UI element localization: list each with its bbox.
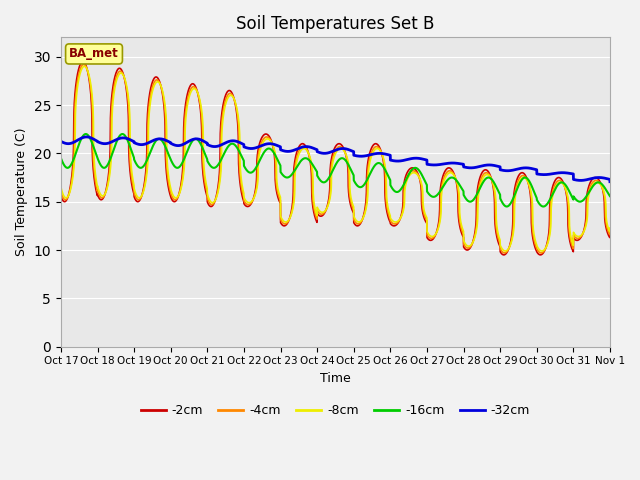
Line: -16cm: -16cm bbox=[61, 134, 610, 206]
-4cm bbox=[606, 228, 614, 234]
Line: -4cm: -4cm bbox=[61, 64, 610, 253]
-2cm bbox=[606, 230, 614, 236]
-4cm bbox=[80, 61, 88, 67]
Y-axis label: Soil Temperature (C): Soil Temperature (C) bbox=[15, 128, 28, 256]
-8cm bbox=[211, 199, 218, 204]
-4cm bbox=[554, 178, 562, 184]
-8cm bbox=[175, 192, 182, 198]
-8cm bbox=[81, 63, 88, 69]
-32cm bbox=[389, 158, 397, 164]
-2cm bbox=[79, 59, 86, 64]
Legend: -2cm, -4cm, -8cm, -16cm, -32cm: -2cm, -4cm, -8cm, -16cm, -32cm bbox=[136, 399, 535, 422]
-16cm bbox=[540, 204, 547, 209]
-32cm bbox=[57, 138, 65, 144]
X-axis label: Time: Time bbox=[320, 372, 351, 385]
-2cm bbox=[175, 192, 182, 198]
-16cm bbox=[606, 193, 614, 199]
-32cm bbox=[175, 143, 182, 148]
-2cm bbox=[399, 205, 406, 211]
-32cm bbox=[554, 170, 562, 176]
-16cm bbox=[606, 193, 614, 199]
-8cm bbox=[502, 248, 509, 254]
-8cm bbox=[606, 225, 614, 231]
-32cm bbox=[606, 179, 614, 185]
-2cm bbox=[554, 175, 562, 180]
-16cm bbox=[118, 131, 126, 137]
-8cm bbox=[389, 218, 397, 224]
Title: Soil Temperatures Set B: Soil Temperatures Set B bbox=[236, 15, 435, 33]
-16cm bbox=[389, 187, 397, 192]
-8cm bbox=[554, 180, 562, 186]
-8cm bbox=[606, 229, 614, 235]
-2cm bbox=[536, 252, 544, 258]
Line: -32cm: -32cm bbox=[61, 137, 610, 182]
-4cm bbox=[175, 192, 182, 198]
-8cm bbox=[57, 184, 65, 190]
-16cm bbox=[399, 184, 406, 190]
-16cm bbox=[175, 165, 182, 170]
-4cm bbox=[211, 199, 218, 205]
-32cm bbox=[606, 177, 614, 182]
-32cm bbox=[211, 144, 218, 149]
-2cm bbox=[211, 200, 218, 205]
-2cm bbox=[389, 223, 397, 228]
-4cm bbox=[389, 221, 397, 227]
-2cm bbox=[606, 235, 614, 240]
-4cm bbox=[500, 250, 508, 256]
-8cm bbox=[399, 210, 406, 216]
-4cm bbox=[399, 209, 406, 215]
-16cm bbox=[554, 181, 562, 187]
-32cm bbox=[83, 134, 90, 140]
-32cm bbox=[399, 158, 406, 164]
Text: BA_met: BA_met bbox=[69, 48, 119, 60]
-16cm bbox=[57, 155, 65, 161]
-2cm bbox=[57, 193, 65, 199]
-4cm bbox=[57, 189, 65, 194]
-16cm bbox=[211, 165, 218, 171]
Line: -8cm: -8cm bbox=[61, 66, 610, 251]
Line: -2cm: -2cm bbox=[61, 61, 610, 255]
-4cm bbox=[606, 232, 614, 238]
